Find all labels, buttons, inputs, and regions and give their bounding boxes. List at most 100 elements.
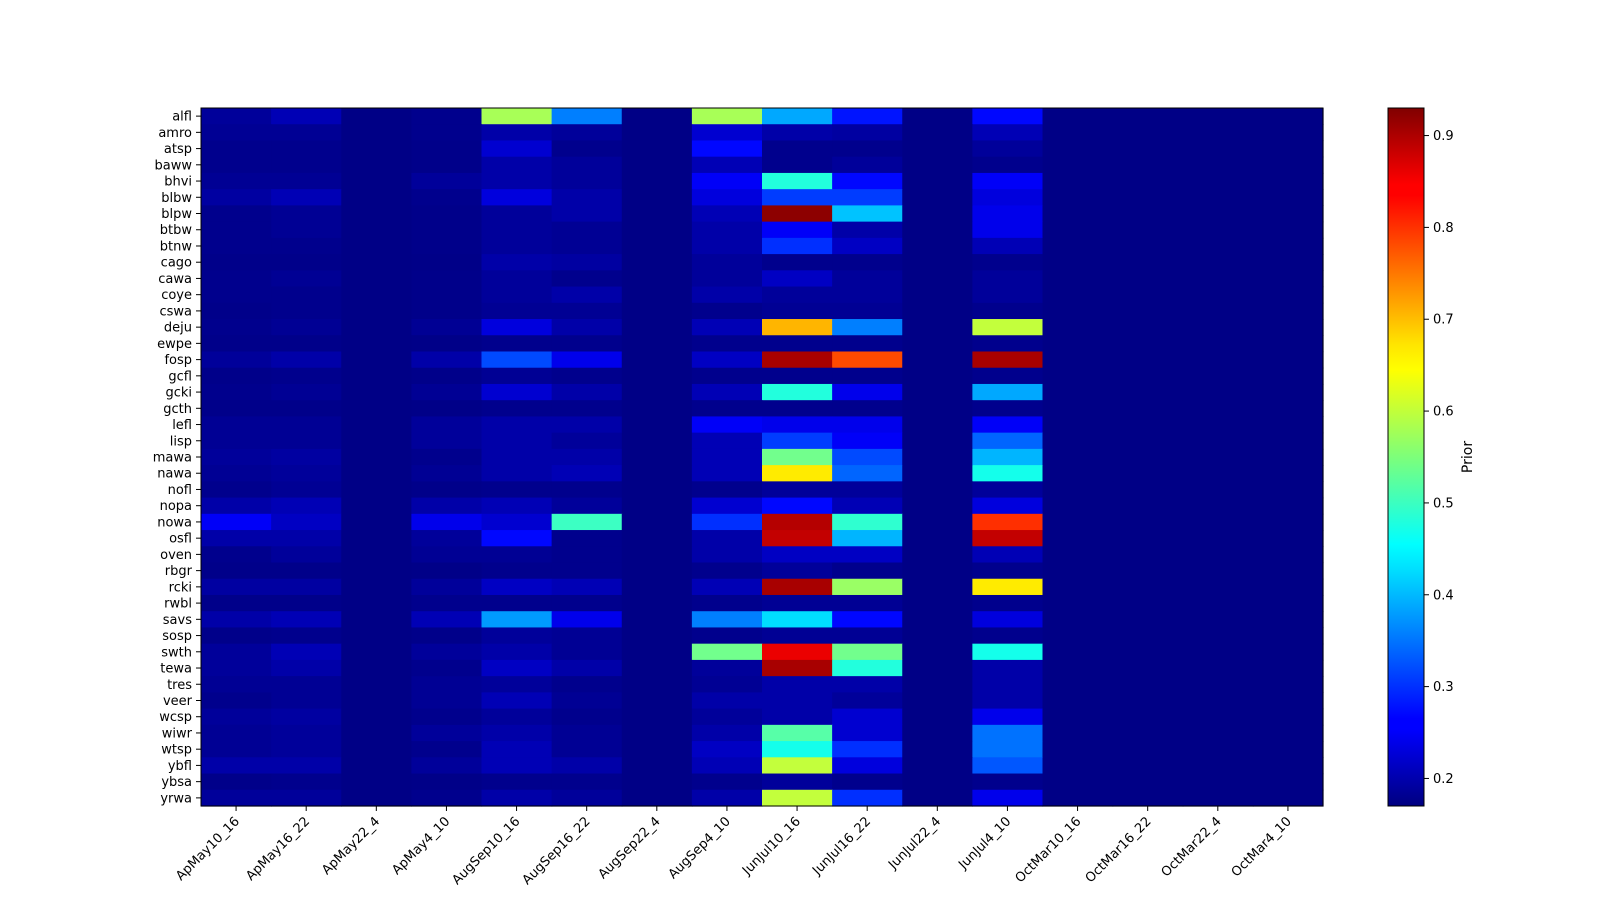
- heatmap-cell-cago-ApMay22_4: [341, 254, 412, 271]
- heatmap-cell-wtsp-JunJul4_10: [972, 741, 1044, 758]
- heatmap-cell-blpw-ApMay10_16: [201, 205, 272, 223]
- heatmap-cell-baww-ApMay22_4: [341, 156, 412, 174]
- heatmap-cell-sosp-OctMar16_22: [1112, 627, 1184, 645]
- heatmap-cell-rcki-OctMar10_16: [1042, 578, 1114, 596]
- heatmap-cell-rcki-ApMay4_10: [411, 578, 483, 596]
- heatmap-cell-cswa-JunJul16_22: [832, 302, 903, 320]
- heatmap-cell-cago-OctMar10_16: [1042, 254, 1114, 271]
- heatmap-cell-coye-ApMay10_16: [201, 286, 272, 304]
- heatmap-cell-rbgr-JunJul16_22: [832, 562, 903, 580]
- heatmap-cell-lisp-OctMar22_4: [1182, 432, 1254, 450]
- heatmap-cell-deju-ApMay16_22: [271, 319, 342, 336]
- heatmap-cell-ewpe-JunJul16_22: [832, 335, 903, 353]
- heatmap-cell-fosp-ApMay16_22: [271, 351, 342, 369]
- heatmap-cell-wtsp-JunJul10_16: [762, 741, 833, 758]
- heatmap-cell-btnw-ApMay22_4: [341, 237, 412, 255]
- heatmap-cell-tres-ApMay4_10: [411, 676, 483, 693]
- heatmap-cell-blpw-ApMay22_4: [341, 205, 412, 223]
- heatmap-cell-mawa-AugSep16_22: [551, 448, 623, 466]
- y-tick-label-wtsp: wtsp: [161, 743, 192, 758]
- heatmap-cell-gcki-ApMay16_22: [271, 383, 342, 401]
- heatmap-cell-veer-ApMay4_10: [411, 692, 483, 710]
- heatmap-cell-deju-AugSep22_4: [621, 319, 693, 336]
- heatmap-cell-wiwr-OctMar10_16: [1042, 724, 1114, 742]
- heatmap-cell-alfl-ApMay22_4: [341, 108, 412, 125]
- heatmap-cell-nofl-JunJul16_22: [832, 481, 903, 499]
- heatmap-cell-alfl-AugSep4_10: [691, 108, 763, 125]
- heatmap-cell-tres-OctMar10_16: [1042, 676, 1114, 693]
- y-tick-label-alfl: alfl: [172, 110, 192, 125]
- y-tick-label-btnw: btnw: [160, 239, 193, 254]
- heatmap-cell-veer-ApMay22_4: [341, 692, 412, 710]
- heatmap-cell-cago-ApMay10_16: [201, 254, 272, 271]
- heatmap-cell-gcth-OctMar4_10: [1252, 400, 1324, 418]
- y-tick-label-atsp: atsp: [164, 142, 192, 157]
- heatmap-cell-ewpe-OctMar16_22: [1112, 335, 1184, 353]
- heatmap-cell-mawa-ApMay16_22: [271, 448, 342, 466]
- heatmap-cell-amro-OctMar4_10: [1252, 124, 1324, 142]
- heatmap-cell-fosp-JunJul16_22: [832, 351, 903, 369]
- heatmap-cell-btnw-ApMay16_22: [271, 237, 342, 255]
- heatmap-cell-ybsa-JunJul16_22: [832, 773, 903, 791]
- heatmap-cell-coye-ApMay16_22: [271, 286, 342, 304]
- heatmap-cell-wiwr-OctMar4_10: [1252, 724, 1324, 742]
- heatmap-cell-rwbl-OctMar22_4: [1182, 594, 1254, 612]
- x-tick-label-JunJul16_22: JunJul16_22: [809, 814, 874, 879]
- heatmap-cell-blbw-ApMay10_16: [201, 189, 272, 206]
- heatmap-cell-savs-AugSep16_22: [551, 611, 623, 629]
- heatmap-cell-wtsp-OctMar22_4: [1182, 741, 1254, 758]
- y-tick-label-swth: swth: [161, 645, 192, 660]
- heatmap-cell-lefl-AugSep4_10: [691, 416, 763, 434]
- heatmap-cell-wtsp-ApMay4_10: [411, 741, 483, 758]
- heatmap-cell-bhvi-OctMar4_10: [1252, 172, 1324, 190]
- heatmap-cell-lisp-JunJul10_16: [762, 432, 833, 450]
- heatmap-cell-alfl-JunJul16_22: [832, 108, 903, 125]
- heatmap-cell-tres-ApMay16_22: [271, 676, 342, 693]
- heatmap-cells: [201, 108, 1324, 807]
- heatmap-cell-cawa-ApMay22_4: [341, 270, 412, 288]
- heatmap-cell-bhvi-OctMar10_16: [1042, 172, 1114, 190]
- heatmap-cell-rcki-JunJul10_16: [762, 578, 833, 596]
- heatmap-cell-cago-JunJul16_22: [832, 254, 903, 271]
- heatmap-cell-rbgr-AugSep4_10: [691, 562, 763, 580]
- heatmap-cell-ybsa-ApMay10_16: [201, 773, 272, 791]
- heatmap-cell-rcki-AugSep10_16: [481, 578, 553, 596]
- heatmap-cell-fosp-ApMay10_16: [201, 351, 272, 369]
- y-tick-label-bhvi: bhvi: [164, 175, 192, 190]
- heatmap-cell-oven-ApMay16_22: [271, 546, 342, 564]
- heatmap-cell-baww-ApMay4_10: [411, 156, 483, 174]
- heatmap-cell-tres-OctMar22_4: [1182, 676, 1254, 693]
- heatmap-cell-bhvi-AugSep4_10: [691, 172, 763, 190]
- heatmap-cell-amro-AugSep22_4: [621, 124, 693, 142]
- heatmap-cell-gcki-JunJul22_4: [902, 383, 973, 401]
- heatmap-cell-deju-JunJul22_4: [902, 319, 973, 336]
- heatmap-cell-nowa-ApMay16_22: [271, 513, 342, 531]
- heatmap-cell-btbw-OctMar16_22: [1112, 221, 1184, 239]
- heatmap-cell-amro-JunJul10_16: [762, 124, 833, 142]
- heatmap-cell-nofl-JunJul22_4: [902, 481, 973, 499]
- heatmap-cell-wiwr-ApMay4_10: [411, 724, 483, 742]
- heatmap-cell-osfl-AugSep10_16: [481, 530, 553, 547]
- y-tick-label-rbgr: rbgr: [165, 564, 193, 579]
- heatmap-cell-yrwa-ApMay22_4: [341, 789, 412, 807]
- heatmap-cell-baww-OctMar16_22: [1112, 156, 1184, 174]
- y-tick-label-gcki: gcki: [165, 386, 192, 401]
- heatmap-cell-wiwr-JunJul22_4: [902, 724, 973, 742]
- heatmap-cell-gcth-AugSep16_22: [551, 400, 623, 418]
- heatmap-cell-nofl-OctMar16_22: [1112, 481, 1184, 499]
- heatmap-cell-ewpe-OctMar22_4: [1182, 335, 1254, 353]
- heatmap-cell-nopa-AugSep4_10: [691, 497, 763, 515]
- heatmap-cell-atsp-OctMar16_22: [1112, 140, 1184, 158]
- y-tick-label-mawa: mawa: [153, 451, 192, 466]
- heatmap-cell-coye-OctMar4_10: [1252, 286, 1324, 304]
- heatmap-cell-blbw-ApMay4_10: [411, 189, 483, 206]
- heatmap-cell-gcki-JunJul16_22: [832, 383, 903, 401]
- heatmap-cell-fosp-OctMar4_10: [1252, 351, 1324, 369]
- heatmap-cell-nopa-ApMay10_16: [201, 497, 272, 515]
- heatmap-cell-nofl-JunJul10_16: [762, 481, 833, 499]
- heatmap-cell-rbgr-ApMay22_4: [341, 562, 412, 580]
- heatmap-cell-swth-JunJul22_4: [902, 643, 973, 661]
- heatmap-cell-alfl-AugSep10_16: [481, 108, 553, 125]
- y-tick-label-lefl: lefl: [172, 418, 192, 433]
- heatmap-cell-alfl-JunJul4_10: [972, 108, 1044, 125]
